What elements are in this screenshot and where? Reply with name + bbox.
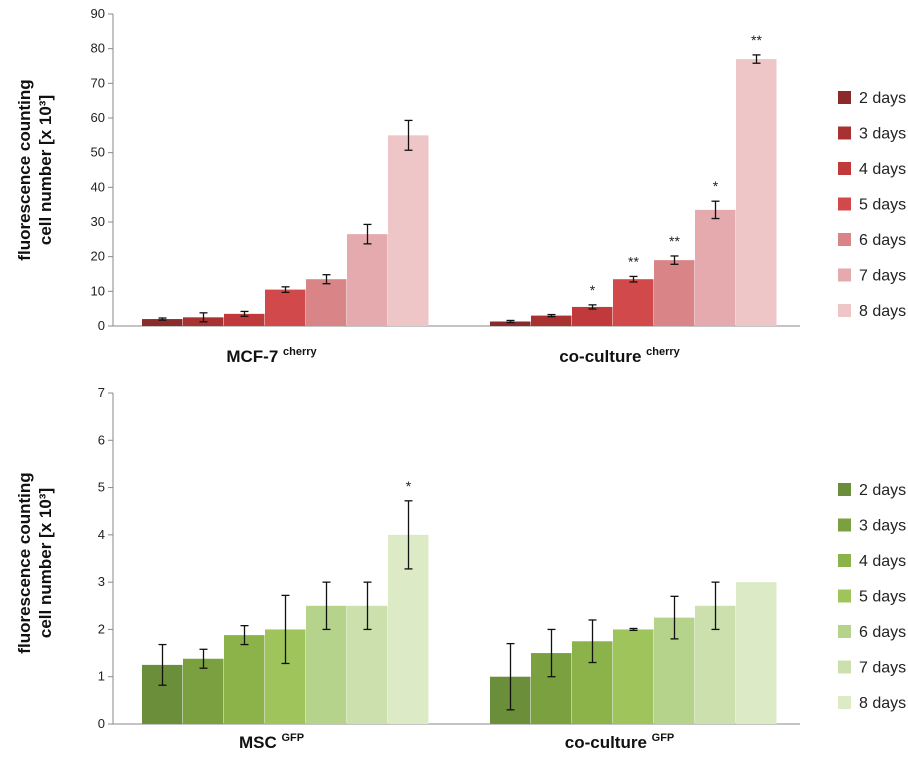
bar	[613, 629, 654, 724]
significance-marker: *	[406, 478, 412, 494]
y-tick-label: 50	[91, 145, 105, 160]
y-axis-label-line2: cell number [x 10³]	[36, 488, 55, 638]
legend-swatch	[838, 518, 851, 532]
y-tick-label: 7	[98, 385, 105, 400]
legend-swatch	[838, 696, 851, 709]
significance-marker: **	[751, 32, 762, 48]
legend-swatch	[838, 162, 851, 175]
bar	[142, 319, 183, 326]
bar	[490, 321, 531, 326]
y-tick-label: 90	[91, 6, 105, 21]
legend-swatch	[838, 660, 851, 674]
y-tick-label: 30	[91, 214, 105, 229]
y-tick-label: 6	[98, 432, 105, 447]
y-axis-label-line1: fluorescence counting	[15, 472, 34, 653]
y-tick-label: 2	[98, 621, 105, 636]
bar	[654, 260, 695, 326]
bar	[265, 289, 306, 326]
category-label: co-culture GFP	[565, 732, 675, 752]
legend-swatch	[838, 268, 851, 282]
bar	[695, 209, 736, 326]
y-tick-label: 70	[91, 75, 105, 90]
y-tick-label: 0	[98, 318, 105, 333]
legend-swatch	[838, 483, 851, 496]
significance-marker: *	[590, 282, 596, 298]
bar	[531, 315, 572, 326]
legend-label: 3 days	[859, 518, 906, 535]
y-tick-label: 20	[91, 249, 105, 264]
y-tick-label: 0	[98, 716, 105, 731]
legend-swatch	[838, 625, 851, 638]
legend-swatch	[838, 554, 851, 567]
legend-label: 6 days	[859, 232, 906, 249]
legend-label: 7 days	[859, 268, 906, 285]
y-tick-label: 80	[91, 41, 105, 56]
significance-marker: *	[713, 178, 719, 194]
legend-label: 2 days	[859, 482, 906, 499]
bar	[224, 313, 265, 326]
bar	[613, 279, 654, 326]
top-chart: 0 10 20 30 40 50 60 70 80 90 fluorescence counting…	[15, 6, 906, 366]
y-tick-label: 4	[98, 527, 105, 542]
y-axis-label: fluorescence counting cell number [x 10³]	[15, 79, 55, 260]
significance-marker: **	[628, 253, 639, 269]
bar	[183, 658, 224, 724]
legend-label: 2 days	[859, 90, 906, 107]
bar	[736, 59, 777, 327]
legend-label: 4 days	[859, 161, 906, 178]
legend-swatch	[838, 126, 851, 140]
bar	[306, 279, 347, 326]
y-tick-label: 60	[91, 110, 105, 125]
category-label: co-culture cherry	[559, 346, 680, 366]
legend-label: 6 days	[859, 624, 906, 641]
legend-label: 7 days	[859, 660, 906, 677]
category-label: MSC GFP	[239, 732, 304, 752]
bar	[736, 582, 777, 724]
y-axis-label-line1: fluorescence counting	[15, 79, 34, 260]
y-tick-label: 10	[91, 283, 105, 298]
y-tick-label: 40	[91, 179, 105, 194]
y-axis-label-line2: cell number [x 10³]	[36, 95, 55, 245]
bar	[572, 306, 613, 326]
legend-label: 8 days	[859, 695, 906, 712]
y-tick-label: 3	[98, 574, 105, 589]
y-tick-label: 1	[98, 669, 105, 684]
legend-swatch	[838, 304, 851, 317]
category-label: MCF-7 cherry	[226, 346, 317, 366]
legend-swatch	[838, 91, 851, 104]
bar	[224, 635, 265, 724]
bottom-chart: 0 1 2 3 4 5 6 7 fluorescence counting cell number…	[15, 385, 906, 752]
legend-swatch	[838, 233, 851, 246]
legend-swatch	[838, 589, 851, 603]
legend-label: 8 days	[859, 303, 906, 320]
y-axis-label: fluorescence counting cell number [x 10³]	[15, 472, 55, 653]
legend-label: 4 days	[859, 553, 906, 570]
significance-marker: **	[669, 233, 680, 249]
bar	[388, 135, 429, 326]
bar	[347, 234, 388, 326]
legend-label: 5 days	[859, 197, 906, 214]
legend-label: 3 days	[859, 126, 906, 143]
y-tick-label: 5	[98, 480, 105, 495]
legend-swatch	[838, 197, 851, 211]
legend-label: 5 days	[859, 589, 906, 606]
